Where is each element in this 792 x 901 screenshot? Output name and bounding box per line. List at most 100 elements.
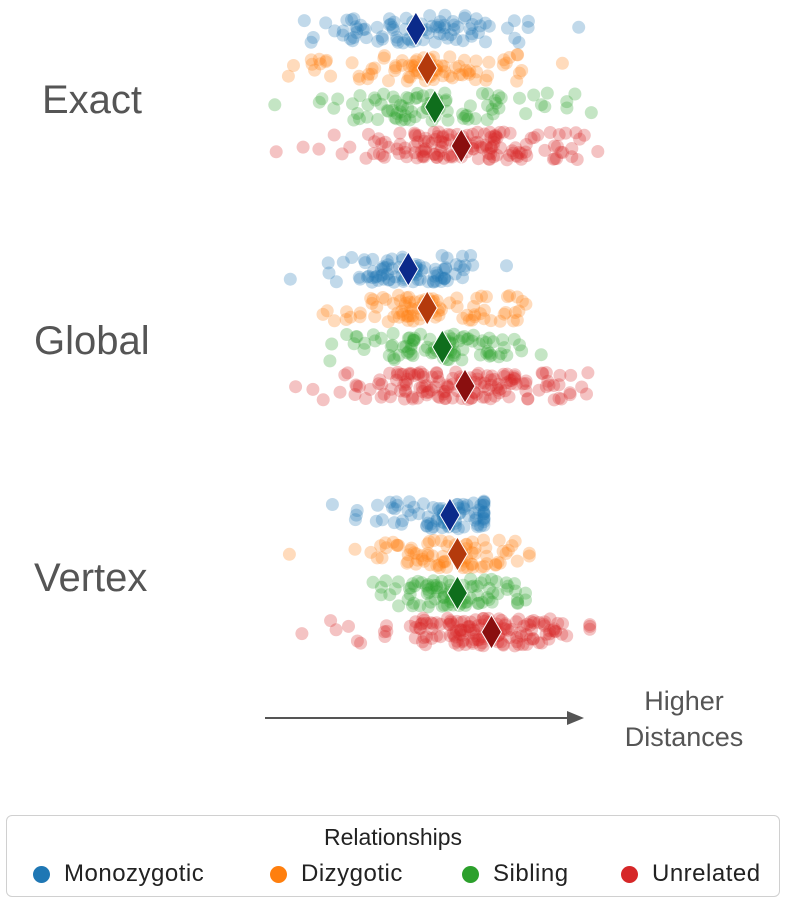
data-point-unrelated-vertex [523,618,537,632]
data-point-sibling-global [455,353,469,367]
data-point-monozygotic-vertex [349,508,363,522]
data-point-dizygotic-global [327,314,341,328]
data-point-monozygotic-exact [375,30,389,44]
data-point-sibling-exact [394,98,407,112]
data-point-monozygotic-global [418,261,432,275]
data-point-monozygotic-exact [391,35,405,49]
data-point-dizygotic-global [392,288,405,302]
data-point-unrelated-global [539,380,553,394]
data-point-dizygotic-exact [511,48,525,62]
data-point-unrelated-vertex [454,623,468,637]
data-point-monozygotic-global [381,267,394,281]
data-point-sibling-vertex [511,596,525,610]
data-point-unrelated-vertex [560,629,574,643]
data-point-dizygotic-global [406,314,420,328]
data-point-unrelated-global [397,378,411,392]
data-point-unrelated-global [384,382,398,396]
data-point-dizygotic-exact [499,56,513,70]
data-point-unrelated-vertex [526,632,540,646]
data-point-unrelated-vertex [464,615,478,629]
data-point-unrelated-vertex [419,638,432,652]
data-point-monozygotic-global [357,253,371,267]
data-point-sibling-vertex [427,578,441,592]
data-point-dizygotic-exact [470,65,483,79]
data-point-unrelated-vertex [537,617,551,631]
data-point-sibling-vertex [485,572,499,586]
data-point-unrelated-exact [489,128,503,142]
data-point-sibling-exact [361,98,375,112]
data-point-unrelated-exact [437,151,451,165]
data-point-dizygotic-global [387,310,401,324]
data-point-unrelated-global [420,386,434,400]
data-point-monozygotic-vertex [420,519,434,533]
data-point-sibling-vertex [466,579,480,593]
data-point-monozygotic-global [365,275,379,289]
data-point-dizygotic-exact [400,74,414,88]
data-point-dizygotic-vertex [348,542,362,556]
data-point-unrelated-vertex [409,620,423,634]
data-point-unrelated-exact [377,150,391,164]
data-point-sibling-global [452,334,466,348]
data-point-dizygotic-exact [457,53,471,67]
data-point-monozygotic-vertex [477,515,491,529]
mean-marker-monozygotic-global [397,251,419,287]
data-point-monozygotic-vertex [416,497,430,511]
data-point-unrelated-global [478,390,492,404]
data-point-unrelated-exact [419,131,433,145]
data-point-monozygotic-vertex [457,502,471,516]
data-point-unrelated-exact [398,141,412,155]
data-point-dizygotic-vertex [465,546,479,560]
data-point-sibling-vertex [434,581,448,595]
data-point-unrelated-global [503,374,517,387]
data-point-monozygotic-exact [431,18,445,32]
data-point-sibling-vertex [500,582,514,596]
data-point-sibling-vertex [374,588,388,602]
data-point-unrelated-exact [514,147,528,160]
data-point-unrelated-global [408,369,422,382]
data-point-dizygotic-global [401,313,415,327]
data-point-monozygotic-exact [386,23,400,37]
data-point-monozygotic-exact [438,8,452,22]
data-point-monozygotic-vertex [395,517,408,531]
data-point-monozygotic-vertex [421,516,435,530]
data-point-dizygotic-exact [402,59,416,73]
data-point-dizygotic-global [506,314,520,328]
data-point-unrelated-global [441,380,455,394]
data-point-unrelated-exact [468,136,482,150]
data-point-dizygotic-exact [395,58,409,72]
mean-marker-dizygotic-vertex [446,536,469,572]
data-point-unrelated-exact [327,128,341,142]
data-point-unrelated-exact [362,127,375,141]
panel-label-vertex: Vertex [34,556,148,600]
data-point-dizygotic-global [400,309,414,323]
data-point-monozygotic-global [438,271,452,285]
data-point-monozygotic-global [437,272,451,286]
data-point-unrelated-exact [484,130,498,144]
data-point-monozygotic-exact [383,18,397,32]
data-point-dizygotic-exact [352,69,366,83]
data-point-dizygotic-global [353,310,367,324]
data-point-unrelated-vertex [413,622,427,636]
data-point-dizygotic-global [479,290,493,304]
data-point-monozygotic-global [377,272,391,286]
data-point-monozygotic-global [437,263,451,276]
data-point-dizygotic-vertex [432,558,446,572]
data-point-unrelated-global [446,371,460,385]
data-point-dizygotic-global [515,294,529,308]
data-point-unrelated-exact [438,136,452,150]
data-point-sibling-exact [327,101,341,115]
data-point-dizygotic-exact [377,51,391,65]
mean-marker-sibling-exact [424,89,446,125]
data-point-unrelated-vertex [473,638,487,652]
data-point-monozygotic-vertex [477,499,491,512]
data-point-dizygotic-vertex [421,546,435,560]
data-point-unrelated-global [485,369,499,383]
data-point-sibling-exact [489,96,503,110]
data-point-unrelated-global [490,381,504,395]
data-point-unrelated-exact [419,145,433,159]
data-point-unrelated-vertex [447,628,461,642]
data-point-unrelated-vertex [508,639,522,653]
data-point-dizygotic-global [499,306,513,319]
data-point-monozygotic-exact [456,34,470,48]
data-point-unrelated-vertex [538,615,552,629]
